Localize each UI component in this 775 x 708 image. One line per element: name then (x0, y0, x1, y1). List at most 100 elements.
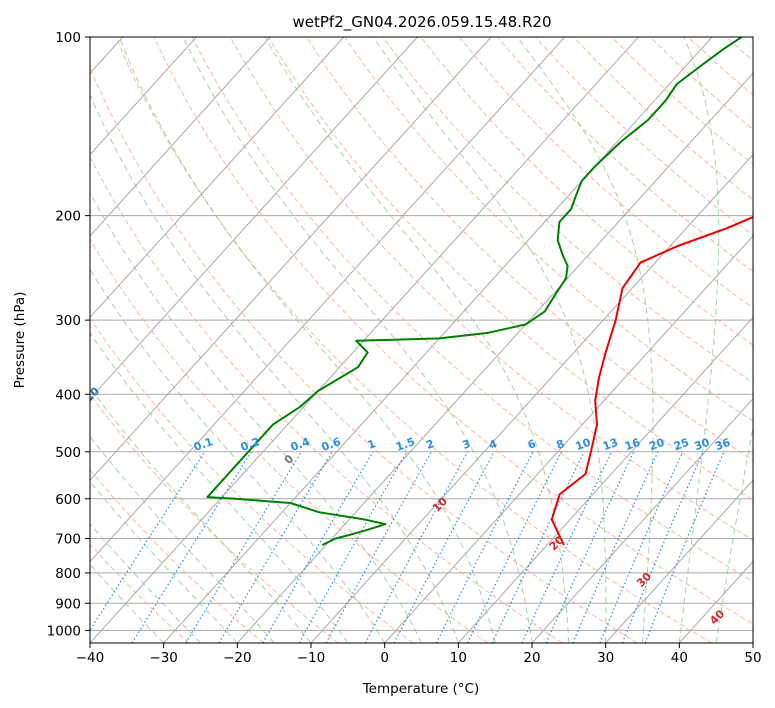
isotherm-line (678, 560, 753, 643)
mixing-ratio-label: 4 (487, 437, 499, 452)
mixing-ratio-label: 2 (424, 437, 436, 452)
mixing-ratio-label: 0.1 (192, 435, 215, 454)
moist-adiabats (90, 37, 753, 643)
mixing-ratio-line (572, 451, 659, 643)
dry-adiabat-line (267, 37, 753, 501)
moist-adiabat-label: 40 (707, 607, 727, 627)
mixing-ratio-line (393, 451, 495, 643)
x-tick-label: 40 (671, 650, 688, 666)
isotherm-line (90, 37, 566, 563)
mixing-ratio-label: 0.6 (320, 435, 343, 454)
mixing-ratio-label: 1.5 (394, 435, 417, 454)
isotherm-line (752, 642, 753, 643)
x-axis-label: Temperature (°C) (362, 681, 480, 697)
mixing-ratio-label: 36 (713, 436, 732, 454)
moist-adiabat-line (264, 37, 570, 643)
y-tick-label: 100 (55, 30, 81, 46)
x-tick-label: 30 (597, 650, 614, 666)
mixing-ratio-line (262, 451, 374, 643)
moist-adiabat-line (90, 435, 275, 643)
moist-adiabat-line (90, 93, 459, 643)
y-tick-label: 900 (55, 596, 81, 612)
dry-adiabat-line (90, 238, 488, 643)
moist-adiabat-line (118, 37, 496, 643)
dry-adiabat-line (649, 37, 753, 131)
y-tick-label: 200 (55, 209, 81, 225)
mixing-ratio-label: 20 (647, 436, 666, 454)
x-tick-label: 50 (744, 650, 761, 666)
x-tick-label: −30 (149, 650, 178, 666)
moist-adiabat-line (90, 331, 349, 643)
moist-adiabat-line (372, 37, 607, 643)
y-tick-label: 300 (55, 313, 81, 329)
isotherm-line (531, 398, 753, 643)
dry-adiabat-line (344, 37, 753, 422)
dry-adiabat-line (90, 469, 264, 643)
dry-adiabat-line (306, 37, 753, 461)
isotherm-line (384, 235, 753, 643)
dry-adiabat-line (153, 37, 753, 625)
mixing-ratio-line (131, 451, 252, 643)
isotherm-line (90, 37, 418, 400)
moist-adiabat-label: 20 (547, 533, 567, 553)
x-tick-label: 10 (450, 650, 467, 666)
mixing-ratio-line (90, 451, 206, 632)
y-axis-label: Pressure (hPa) (12, 292, 28, 389)
moist-adiabat-line (678, 37, 720, 643)
isotherm-line (163, 37, 713, 643)
isotherm-line (90, 37, 271, 237)
dry-adiabat-line (90, 155, 563, 643)
mixing-ratio-label: 8 (555, 437, 567, 452)
moist-adiabat-line (90, 480, 238, 643)
dry-adiabat-line (229, 37, 753, 541)
mixing-ratio-label: 3 (461, 437, 473, 452)
mixing-ratio-label: 13 (601, 436, 620, 453)
x-tick-label: −10 (297, 650, 326, 666)
dry-adiabat-line (382, 37, 753, 384)
mixing-ratio-label: 16 (623, 436, 642, 454)
dry-adiabat-line (496, 37, 753, 272)
y-tick-label: 600 (55, 492, 81, 508)
moist-adiabat-line (90, 523, 201, 643)
x-tick-label: −20 (223, 650, 252, 666)
dry-adiabat-line (115, 37, 712, 643)
isobar-grid (90, 37, 753, 631)
mixing-ratio-line (466, 451, 563, 643)
isotherm-line (90, 37, 492, 481)
dry-adiabat-label: -10 (79, 384, 102, 407)
isotherm-line (90, 37, 345, 319)
isotherm-line (605, 479, 753, 643)
x-tick-label: 20 (523, 650, 540, 666)
mixing-ratio-line (298, 451, 408, 643)
dry-adiabat-line (535, 37, 753, 236)
mixing-ratio-line (325, 451, 432, 643)
mixing-ratio-line (185, 451, 302, 643)
mixing-ratio-label: 10 (574, 436, 593, 454)
y-tick-label: 1000 (47, 623, 81, 639)
mixing-ratio-line (599, 451, 684, 643)
x-tick-label: 0 (380, 650, 389, 666)
mixing-ratio-line (435, 451, 534, 643)
isotherm-line (457, 316, 753, 643)
plot-area: -100-90-80-70-60-50-40-30-20-100.10.20.4… (79, 37, 753, 643)
isotherm-line (90, 37, 197, 156)
dewpoint-trace (206, 37, 743, 546)
x-axis-ticks: −40 −30 −20 −10 0 10 20 30 40 50 (76, 643, 762, 666)
mixing-ratio-label: 6 (526, 437, 538, 452)
mixing-ratio-lines (90, 451, 725, 643)
moist-adiabat-line (182, 37, 533, 643)
mixing-ratio-line (364, 451, 469, 643)
dry-adiabat-line (573, 37, 753, 201)
dry-adiabat-line (90, 317, 414, 643)
mixing-ratio-line (644, 451, 725, 643)
mixing-ratio-label: 0.4 (289, 435, 312, 454)
dry-adiabat-line (458, 37, 753, 309)
moist-adiabat-label: 10 (430, 494, 450, 514)
sounding-traces (206, 37, 753, 546)
dry-adiabat-line (687, 37, 753, 96)
dry-adiabat-line (90, 66, 638, 643)
dry-adiabat-line (191, 37, 753, 583)
x-tick-label: −40 (76, 650, 105, 666)
y-tick-label: 800 (55, 566, 81, 582)
moist-adiabat-line (90, 268, 386, 643)
